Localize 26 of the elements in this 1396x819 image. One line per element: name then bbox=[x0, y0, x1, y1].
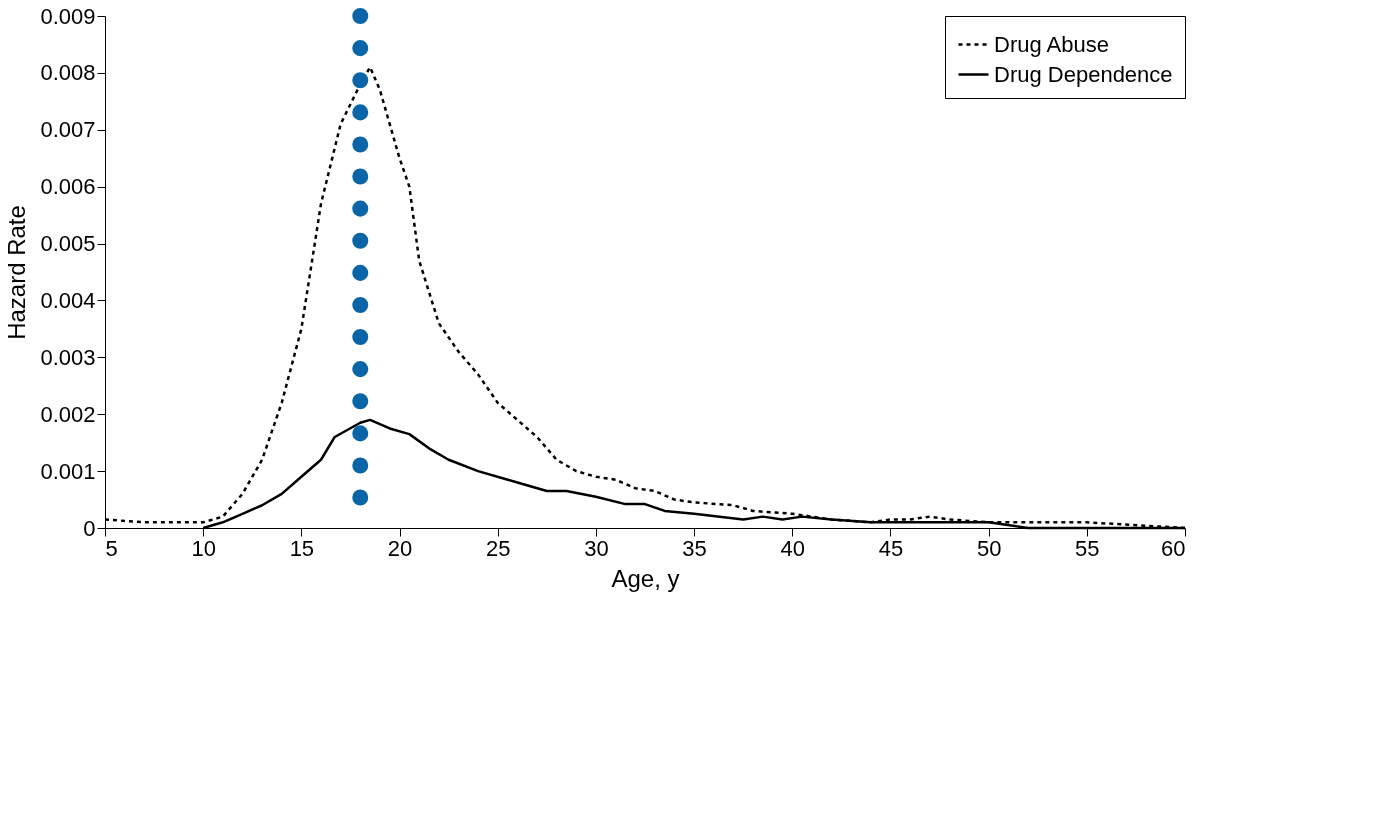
x-tick-label: 20 bbox=[387, 535, 413, 561]
x-tick-label: 60 bbox=[1161, 535, 1186, 561]
y-tick-label: 0.004 bbox=[40, 287, 96, 313]
y-tick-label: 0 bbox=[83, 515, 96, 541]
x-tick-label: 45 bbox=[878, 535, 904, 561]
y-tick-label: 0.001 bbox=[40, 458, 96, 484]
legend-label: Drug Abuse bbox=[994, 31, 1109, 57]
y-tick-label: 0.003 bbox=[40, 344, 96, 370]
y-axis-title: Hazard Rate bbox=[3, 205, 31, 340]
y-tick-label: 0.007 bbox=[40, 117, 96, 143]
y-tick-label: 0.006 bbox=[40, 174, 96, 200]
x-tick-label: 50 bbox=[976, 535, 1002, 561]
x-tick-label: 35 bbox=[682, 535, 707, 561]
y-tick-label: 0.008 bbox=[40, 60, 96, 86]
y-tick-label: 0.002 bbox=[40, 401, 96, 427]
x-axis-title: Age, y bbox=[611, 564, 680, 592]
y-tick-label: 0.005 bbox=[40, 231, 96, 257]
x-tick-label: 40 bbox=[780, 535, 806, 561]
legend-label: Drug Dependence bbox=[994, 61, 1173, 87]
x-tick-label: 5 bbox=[105, 535, 118, 561]
x-tick-label: 10 bbox=[191, 535, 216, 561]
x-tick-label: 55 bbox=[1075, 535, 1100, 561]
x-tick-label: 30 bbox=[584, 535, 609, 561]
y-tick-label: 0.009 bbox=[40, 3, 96, 29]
x-tick-label: 15 bbox=[289, 535, 315, 561]
x-tick-label: 25 bbox=[485, 535, 511, 561]
